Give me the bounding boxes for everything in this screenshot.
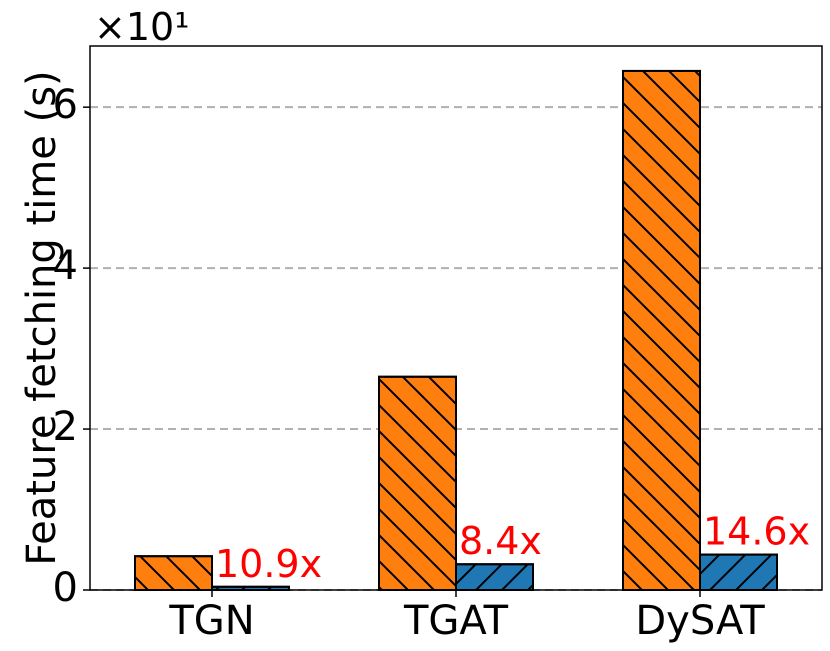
value-label: 14.6x: [703, 510, 810, 554]
y-tick-label: 2: [53, 404, 78, 450]
y-offset-label: ×10¹: [94, 5, 189, 49]
value-label: 8.4x: [459, 519, 542, 563]
y-axis-title: Feature fetching time (s): [19, 70, 65, 565]
bar: [455, 563, 534, 592]
value-label: 10.9x: [215, 542, 322, 586]
bar-fill: [378, 375, 457, 592]
bar: [622, 69, 701, 592]
x-tick-label: DySAT: [635, 598, 765, 644]
x-tick-label: TGN: [168, 598, 254, 644]
y-tick-label: 0: [53, 565, 78, 611]
bar-fill: [699, 553, 778, 592]
bar: [378, 375, 457, 592]
bar-fill: [134, 555, 213, 591]
x-tick-label: TGAT: [403, 598, 509, 644]
y-tick-label: 6: [53, 82, 78, 128]
bar-fill: [455, 563, 534, 592]
bar: [699, 553, 778, 592]
bar: [134, 555, 213, 591]
bar-fill: [622, 69, 701, 592]
plot-frame: [89, 45, 823, 591]
y-tick-label: 4: [53, 243, 78, 289]
